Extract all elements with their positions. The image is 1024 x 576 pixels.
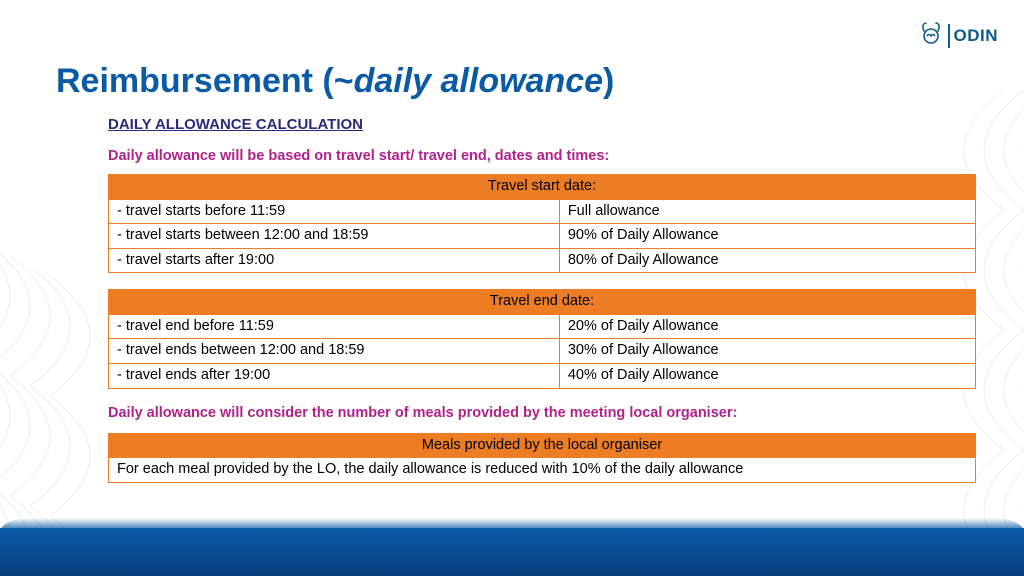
table-cell: 20% of Daily Allowance	[559, 314, 975, 339]
table-header: Meals provided by the local organiser	[109, 433, 976, 458]
table-cell: - travel ends after 19:00	[109, 363, 560, 388]
table-row: - travel end before 11:5920% of Daily Al…	[109, 314, 976, 339]
table-cell: 30% of Daily Allowance	[559, 339, 975, 364]
content-area: Daily allowance will be based on travel …	[108, 148, 976, 499]
table-row: For each meal provided by the LO, the da…	[109, 458, 976, 483]
table-cell: Full allowance	[559, 199, 975, 224]
meals-note: Daily allowance will consider the number…	[108, 405, 976, 421]
logo-icon	[916, 19, 946, 54]
table-cell: - travel starts after 19:00	[109, 248, 560, 273]
table-cell: - travel starts before 11:59	[109, 199, 560, 224]
table-row: - travel ends after 19:0040% of Daily Al…	[109, 363, 976, 388]
page-title: Reimbursement (~daily allowance)	[56, 62, 614, 101]
logo-divider	[948, 24, 950, 48]
title-suffix: )	[603, 62, 614, 100]
table-header: Travel end date:	[109, 290, 976, 315]
table-row: - travel ends between 12:00 and 18:5930%…	[109, 339, 976, 364]
table-row: - travel starts between 12:00 and 18:599…	[109, 224, 976, 249]
section-heading: DAILY ALLOWANCE CALCULATION	[108, 116, 363, 133]
meals-table: Meals provided by the local organiser Fo…	[108, 433, 976, 483]
table-row: - travel starts after 19:0080% of Daily …	[109, 248, 976, 273]
logo-text: ODIN	[954, 26, 999, 46]
table-cell: 40% of Daily Allowance	[559, 363, 975, 388]
title-italic: daily allowance	[354, 62, 603, 100]
travel-start-table: Travel start date: - travel starts befor…	[108, 174, 976, 273]
table-cell: - travel ends between 12:00 and 18:59	[109, 339, 560, 364]
table-cell: - travel starts between 12:00 and 18:59	[109, 224, 560, 249]
table-cell: For each meal provided by the LO, the da…	[109, 458, 976, 483]
intro-text: Daily allowance will be based on travel …	[108, 148, 976, 164]
table-cell: 90% of Daily Allowance	[559, 224, 975, 249]
table-row: - travel starts before 11:59Full allowan…	[109, 199, 976, 224]
table-header: Travel start date:	[109, 175, 976, 200]
table-cell: 80% of Daily Allowance	[559, 248, 975, 273]
table-cell: - travel end before 11:59	[109, 314, 560, 339]
bottom-bar	[0, 528, 1024, 576]
logo: ODIN	[916, 18, 999, 53]
title-prefix: Reimbursement (~	[56, 62, 354, 100]
travel-end-table: Travel end date: - travel end before 11:…	[108, 289, 976, 388]
